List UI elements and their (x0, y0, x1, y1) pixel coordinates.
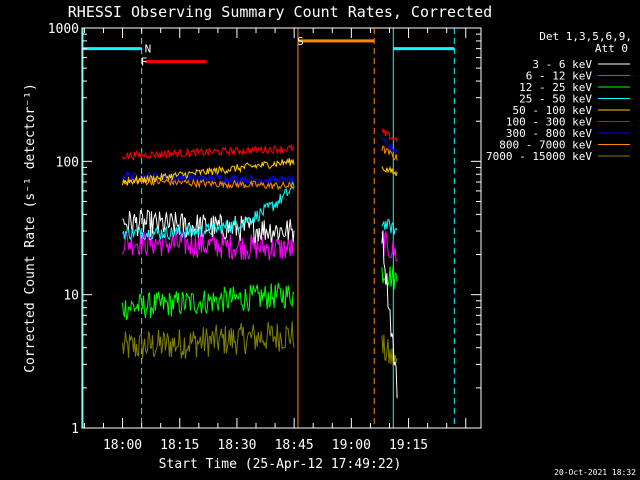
series-7000_15000keV (122, 321, 398, 367)
series-trace (381, 230, 398, 262)
plot-frame (81, 27, 482, 429)
x-tick-label: 19:15 (389, 438, 428, 453)
series-trace (381, 165, 398, 177)
series-trace (122, 321, 295, 359)
annotation-f: F (141, 56, 148, 69)
legend-label: 300 - 800 keV (506, 127, 592, 140)
legend-label: 25 - 50 keV (519, 93, 592, 106)
x-tick-label: 18:15 (160, 438, 199, 453)
x-tick-label: 18:30 (217, 438, 256, 453)
series-trace (122, 209, 295, 243)
y-axis-label: Corrected Count Rate (s⁻¹ detector⁻¹) (23, 83, 38, 373)
series-trace (381, 127, 398, 142)
series-trace (381, 230, 398, 399)
y-tick-label: 1000 (48, 22, 79, 37)
annotation-s: S (297, 35, 304, 48)
series-800_7000keV (122, 145, 398, 191)
series-trace (122, 230, 295, 261)
x-tick-label: 19:00 (332, 438, 371, 453)
legend-label: 800 - 7000 keV (499, 139, 592, 152)
legend-label: 3 - 6 keV (532, 58, 592, 71)
legend-label: 100 - 300 keV (506, 116, 592, 129)
chart-title: RHESSI Observing Summary Count Rates, Co… (68, 3, 492, 21)
x-tick-label: 18:45 (275, 438, 314, 453)
series-trace (381, 145, 398, 161)
y-tick-label: 100 (56, 155, 79, 170)
series-trace (122, 170, 295, 185)
series-layer (122, 127, 398, 399)
series-trace (122, 176, 295, 191)
series-trace (122, 181, 295, 241)
series-25_50keV (122, 181, 398, 241)
series-12_25keV (122, 266, 398, 320)
series-50_100keV (122, 157, 398, 187)
legend-label: 12 - 25 keV (519, 81, 592, 94)
legend-header-line1: Det 1,3,5,6,9, (539, 30, 632, 43)
y-tick-label: 1 (71, 422, 79, 437)
legend-label: 50 - 100 keV (513, 104, 593, 117)
series-trace (122, 282, 295, 320)
series-3_6keV (122, 209, 398, 399)
annotation-n: N (145, 43, 152, 56)
series-300_800keV (122, 137, 398, 185)
series-100_300keV (122, 127, 398, 161)
series-6_12keV (122, 230, 398, 262)
footer-date: 20-Oct-2021 18:32 (554, 468, 636, 477)
legend-label: 7000 - 15000 keV (486, 150, 592, 163)
y-tick-label: 10 (63, 289, 79, 304)
x-tick-label: 18:00 (103, 438, 142, 453)
x-axis-label: Start Time (25-Apr-12 17:49:22) (159, 457, 402, 472)
legend-label: 6 - 12 keV (526, 70, 593, 83)
series-trace (381, 218, 398, 235)
series-trace (122, 157, 295, 187)
axes-layer: 1 10 100 1000 18:00 18:15 18:30 18:45 19:00 19:15 (48, 22, 481, 453)
series-trace (381, 266, 398, 290)
observing-bars: NF S (82, 28, 455, 428)
series-trace (122, 143, 295, 161)
series-trace (381, 137, 398, 154)
legend-header-line2: Att 0 (595, 42, 628, 55)
series-trace (381, 334, 398, 367)
